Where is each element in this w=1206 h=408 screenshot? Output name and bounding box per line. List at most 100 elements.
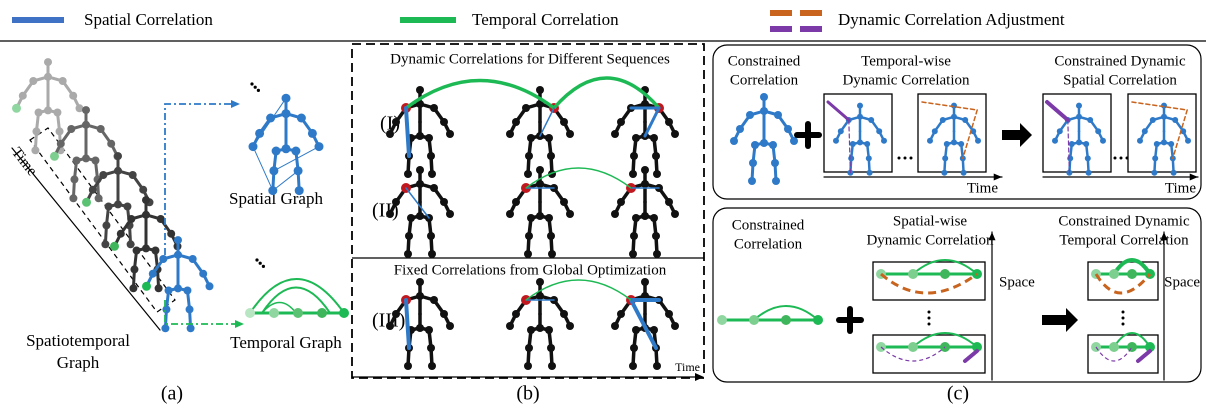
joint (167, 230, 175, 238)
joint (653, 170, 661, 178)
joint (641, 180, 649, 188)
joint (536, 324, 544, 332)
joint (67, 125, 75, 133)
joint (165, 287, 173, 295)
joint (790, 137, 798, 145)
joint (512, 198, 520, 206)
joint (772, 177, 780, 185)
joint (857, 114, 863, 120)
joint (416, 292, 424, 300)
joint (650, 214, 658, 222)
joint (416, 166, 424, 174)
caption: (b) (516, 383, 539, 405)
step-label: Correlation (730, 72, 799, 88)
spatial-edge (253, 147, 273, 191)
joint (665, 118, 673, 126)
ellipsis-dot (904, 157, 907, 160)
ellipsis-dot (1126, 157, 1129, 160)
joint (547, 344, 555, 352)
joint (91, 157, 99, 165)
time-axis (12, 148, 160, 330)
joint (525, 152, 533, 160)
ellipsis-dot (255, 258, 258, 261)
joint (440, 198, 448, 206)
joint (536, 166, 544, 174)
joint (446, 210, 454, 218)
joint (1085, 155, 1091, 161)
joint (671, 130, 679, 138)
joint (386, 210, 394, 218)
adjust-edge (1068, 120, 1070, 173)
ellipsis-dot (1122, 317, 1125, 320)
spatial-edge (406, 108, 409, 156)
arrow-head (231, 100, 240, 108)
joint (129, 284, 137, 292)
joint (506, 210, 514, 218)
joint (527, 214, 535, 222)
adjust-edge (881, 274, 977, 293)
joint (1154, 141, 1160, 147)
joint (127, 215, 135, 223)
joint (157, 215, 165, 223)
joint (611, 210, 619, 218)
joint (31, 146, 39, 154)
joint (652, 152, 660, 160)
joint (838, 128, 844, 134)
joint (162, 305, 170, 313)
joint (32, 127, 40, 135)
joint (102, 221, 110, 229)
joint (1069, 141, 1075, 147)
time-label: Time (967, 180, 998, 196)
joint (506, 322, 514, 330)
joint (206, 282, 214, 290)
joint (630, 344, 638, 352)
joint (611, 322, 619, 330)
joint (566, 130, 574, 138)
joint (295, 186, 304, 195)
legend-label: Dynamic Correlation Adjustment (838, 10, 1065, 29)
joint (446, 322, 454, 330)
joint (749, 159, 757, 167)
legend-swatch-adjustment (770, 13, 822, 29)
joint (428, 250, 436, 258)
joint (1172, 117, 1178, 123)
joint (665, 198, 673, 206)
joint (97, 125, 105, 133)
adjust-edge (922, 102, 977, 110)
joint (524, 250, 532, 258)
step-label: Dynamic Correlation (866, 232, 994, 248)
joint (155, 284, 163, 292)
joint (1100, 138, 1106, 144)
step-label: Temporal Correlation (1059, 232, 1189, 248)
joint (430, 184, 438, 192)
joint (386, 130, 394, 138)
joint (975, 138, 981, 144)
joint (784, 125, 792, 133)
step-label: Dynamic Correlation (842, 72, 970, 88)
joint (751, 141, 759, 149)
joint (527, 326, 535, 334)
graph-label: Temporal Graph (230, 333, 342, 352)
joint (524, 362, 532, 370)
temporal-node (245, 308, 255, 318)
joint (876, 128, 882, 134)
joint (961, 170, 967, 176)
joint (641, 212, 649, 220)
joint (1087, 117, 1093, 123)
joint (427, 232, 435, 240)
temporal-node (293, 308, 303, 318)
joint (547, 152, 555, 160)
adjust-edge (828, 102, 849, 120)
joint (951, 114, 957, 120)
joint (82, 106, 90, 114)
joint (186, 305, 194, 313)
ellipsis-dot (250, 82, 253, 85)
temporal-node (269, 308, 279, 318)
temporal-edge (262, 303, 296, 314)
joint (183, 287, 191, 295)
step-label: Constrained (732, 217, 805, 233)
joint (44, 73, 52, 81)
legend-label: Temporal Correlation (472, 10, 619, 29)
joint (1057, 128, 1063, 134)
adjust-edge (1047, 102, 1068, 120)
